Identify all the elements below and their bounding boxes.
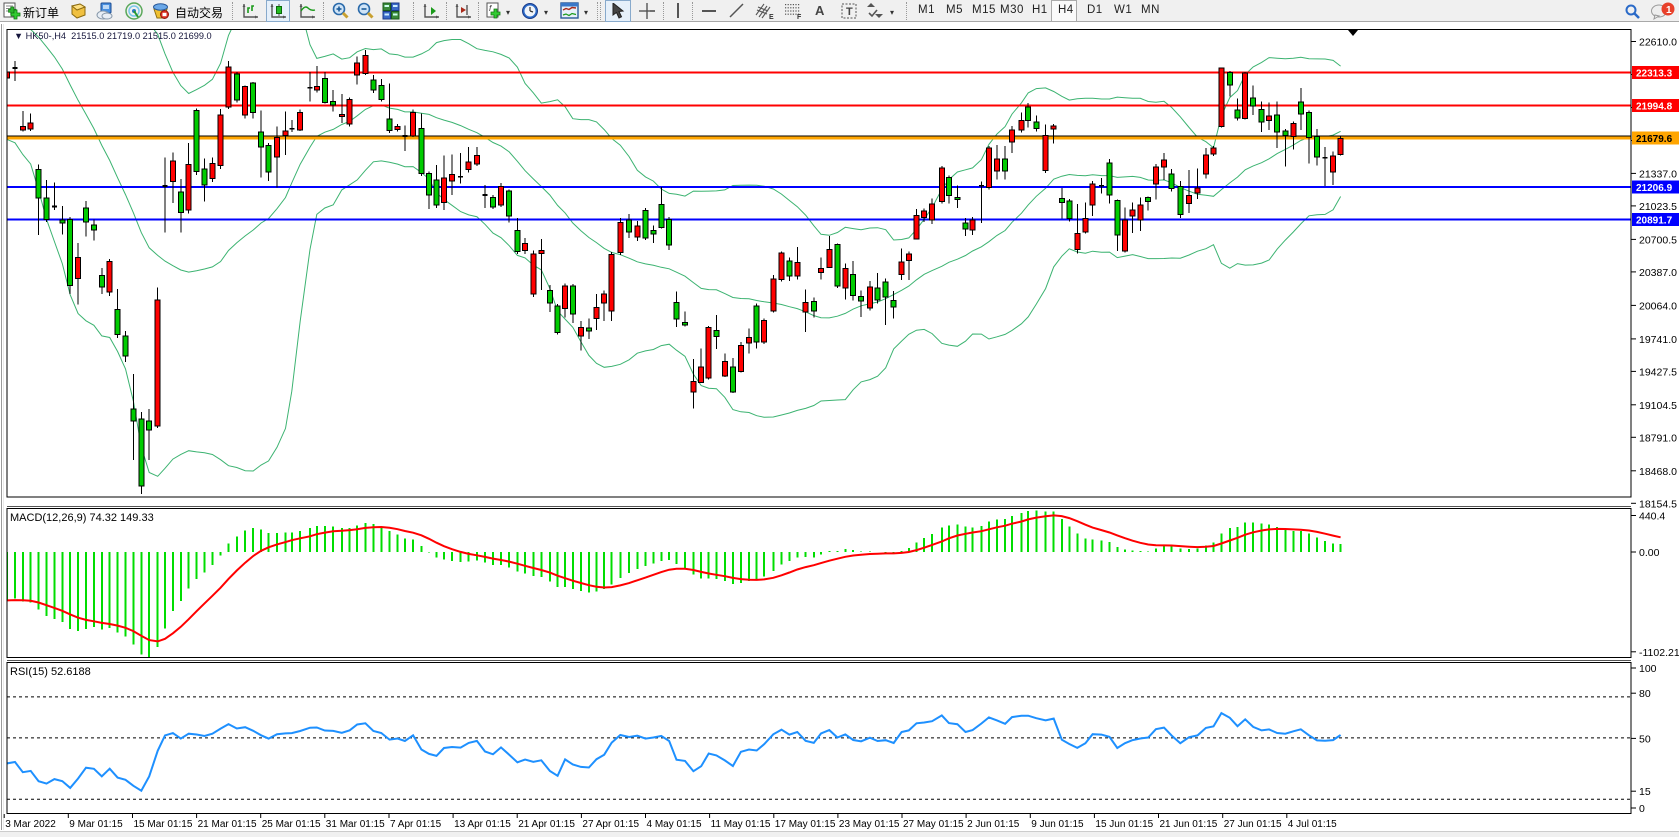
svg-text:21994.8: 21994.8 xyxy=(1636,101,1673,112)
svg-text:18468.0: 18468.0 xyxy=(1639,466,1677,478)
svg-text:21206.9: 21206.9 xyxy=(1636,183,1673,194)
svg-text:27 May 01:15: 27 May 01:15 xyxy=(903,819,964,830)
svg-text:19104.5: 19104.5 xyxy=(1639,400,1677,412)
svg-text:15 Mar 01:15: 15 Mar 01:15 xyxy=(134,819,193,830)
svg-text:21 Apr 01:15: 21 Apr 01:15 xyxy=(518,819,575,830)
svg-text:13 Apr 01:15: 13 Apr 01:15 xyxy=(454,819,511,830)
svg-text:0: 0 xyxy=(1639,803,1645,815)
svg-text:22313.3: 22313.3 xyxy=(1636,68,1673,79)
svg-text:17 May 01:15: 17 May 01:15 xyxy=(775,819,836,830)
svg-text:23 May 01:15: 23 May 01:15 xyxy=(839,819,900,830)
svg-text:F: F xyxy=(797,14,802,21)
svg-text:18154.5: 18154.5 xyxy=(1639,498,1677,510)
svg-text:E: E xyxy=(769,14,774,21)
svg-text:▼ HK50-,H4 21515.0 21719.0 21: ▼ HK50-,H4 21515.0 21719.0 21515.0 21699… xyxy=(14,31,212,41)
svg-text:4 Jul 01:15: 4 Jul 01:15 xyxy=(1288,819,1337,830)
svg-text:440.4: 440.4 xyxy=(1639,511,1665,523)
svg-text:MACD(12,26,9) 74.32 149.33: MACD(12,26,9) 74.32 149.33 xyxy=(10,512,154,524)
svg-text:1: 1 xyxy=(1666,5,1672,16)
svg-text:18791.0: 18791.0 xyxy=(1639,432,1677,444)
svg-text:11 May 01:15: 11 May 01:15 xyxy=(711,819,771,830)
svg-text:9 Jun 01:15: 9 Jun 01:15 xyxy=(1031,819,1084,830)
svg-text:4 May 01:15: 4 May 01:15 xyxy=(647,819,702,830)
svg-text:20387.0: 20387.0 xyxy=(1639,267,1677,279)
svg-text:-1102.21: -1102.21 xyxy=(1639,647,1679,659)
svg-text:21 Mar 01:15: 21 Mar 01:15 xyxy=(198,819,257,830)
svg-text:27 Apr 01:15: 27 Apr 01:15 xyxy=(582,819,639,830)
svg-text:21 Jun 01:15: 21 Jun 01:15 xyxy=(1160,819,1218,830)
svg-text:25 Mar 01:15: 25 Mar 01:15 xyxy=(262,819,321,830)
svg-text:31 Mar 01:15: 31 Mar 01:15 xyxy=(326,819,385,830)
svg-text:RSI(15) 52.6188: RSI(15) 52.6188 xyxy=(10,666,91,678)
svg-text:15 Jun 01:15: 15 Jun 01:15 xyxy=(1095,819,1153,830)
svg-text:f: f xyxy=(489,4,492,13)
svg-text:2 Jun 01:15: 2 Jun 01:15 xyxy=(967,819,1020,830)
svg-text:20891.7: 20891.7 xyxy=(1636,216,1673,227)
svg-text:80: 80 xyxy=(1639,688,1651,700)
svg-text:50: 50 xyxy=(1639,733,1651,745)
svg-text:21337.0: 21337.0 xyxy=(1639,168,1677,180)
svg-text:19741.0: 19741.0 xyxy=(1639,334,1677,346)
svg-text:7 Apr 01:15: 7 Apr 01:15 xyxy=(390,819,442,830)
svg-text:22610.0: 22610.0 xyxy=(1639,37,1677,49)
svg-text:9 Mar 01:15: 9 Mar 01:15 xyxy=(69,819,123,830)
svg-text:20064.0: 20064.0 xyxy=(1639,300,1677,312)
svg-text:21023.5: 21023.5 xyxy=(1639,201,1677,213)
svg-text:21679.6: 21679.6 xyxy=(1636,134,1673,145)
svg-text:T: T xyxy=(846,6,853,18)
svg-text:27 Jun 01:15: 27 Jun 01:15 xyxy=(1224,819,1282,830)
svg-text:3 Mar 2022: 3 Mar 2022 xyxy=(5,819,56,830)
svg-text:100: 100 xyxy=(1639,663,1657,675)
svg-text:20700.5: 20700.5 xyxy=(1639,234,1677,246)
svg-text:19427.5: 19427.5 xyxy=(1639,366,1677,378)
svg-text:0.00: 0.00 xyxy=(1639,547,1660,559)
svg-text:15: 15 xyxy=(1639,786,1651,798)
